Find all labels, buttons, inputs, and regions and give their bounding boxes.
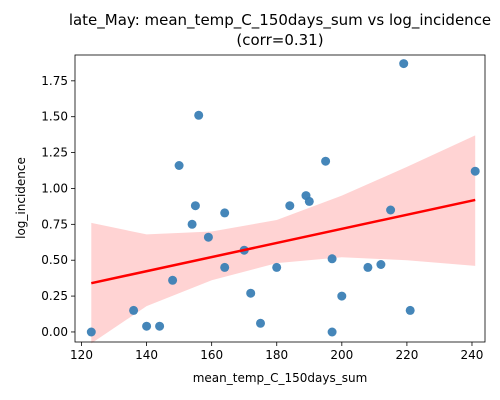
x-axis-label: mean_temp_C_150days_sum xyxy=(193,371,368,385)
confidence-band xyxy=(91,135,476,344)
y-tick-label: 0.00 xyxy=(41,325,68,339)
data-point xyxy=(321,156,331,166)
data-point xyxy=(194,110,204,120)
chart-title-line1: late_May: mean_temp_C_150days_sum vs log… xyxy=(69,11,491,30)
data-point xyxy=(363,262,373,272)
y-tick-label: 0.75 xyxy=(41,217,68,231)
x-tick-label: 220 xyxy=(395,348,418,362)
data-point xyxy=(246,288,256,298)
data-point xyxy=(386,205,396,215)
chart-title-line2: (corr=0.31) xyxy=(236,31,323,49)
data-point xyxy=(174,161,184,170)
x-tick-label: 180 xyxy=(265,348,288,362)
y-tick-label: 1.75 xyxy=(41,74,68,88)
plot-frame xyxy=(74,54,486,343)
y-tick-label: 0.25 xyxy=(41,289,68,303)
y-tick-label: 1.00 xyxy=(41,181,68,195)
data-point xyxy=(86,327,96,337)
data-point xyxy=(272,262,282,272)
y-axis-label: log_incidence xyxy=(14,157,28,239)
y-tick-label: 1.25 xyxy=(41,146,68,160)
x-tick-label: 160 xyxy=(200,348,223,362)
data-point xyxy=(220,262,230,272)
x-tick-label: 120 xyxy=(70,348,93,362)
data-point xyxy=(142,321,152,331)
data-point xyxy=(168,275,178,285)
x-tick-label: 240 xyxy=(461,348,484,362)
y-tick-label: 1.50 xyxy=(41,110,68,124)
x-tick-label: 200 xyxy=(330,348,353,362)
x-tick-label: 140 xyxy=(135,348,158,362)
data-point xyxy=(187,219,197,229)
data-point xyxy=(470,166,480,176)
data-point xyxy=(220,208,230,218)
data-point xyxy=(129,305,139,315)
y-tick-label: 0.50 xyxy=(41,253,68,267)
data-point xyxy=(327,327,337,337)
plot-area xyxy=(86,59,480,344)
data-point xyxy=(203,232,213,242)
data-point xyxy=(327,254,337,264)
data-point xyxy=(337,291,347,301)
data-point xyxy=(405,305,415,315)
data-point xyxy=(155,321,165,331)
data-point xyxy=(285,201,295,211)
data-point xyxy=(376,260,386,269)
data-point xyxy=(304,196,314,206)
data-point xyxy=(190,201,200,211)
data-point xyxy=(399,59,409,69)
regression-line xyxy=(91,198,476,285)
data-point xyxy=(256,318,265,328)
